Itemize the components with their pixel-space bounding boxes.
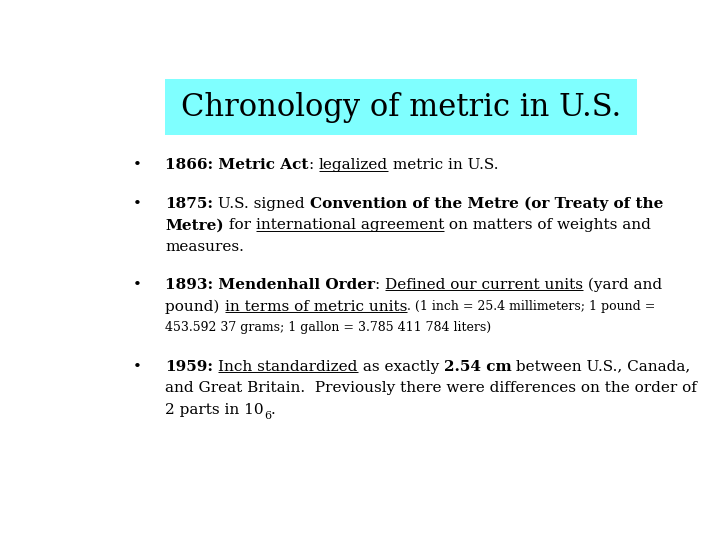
Text: and Great Britain.  Previously there were differences on the order of: and Great Britain. Previously there were… bbox=[166, 381, 697, 395]
Text: 1893: Mendenhall Order: 1893: Mendenhall Order bbox=[166, 278, 375, 292]
Text: •: • bbox=[133, 278, 142, 292]
Text: Chronology of metric in U.S.: Chronology of metric in U.S. bbox=[181, 92, 621, 123]
Text: 1875:: 1875: bbox=[166, 197, 213, 211]
Text: on matters of weights and: on matters of weights and bbox=[444, 218, 651, 232]
Text: 2.54 cm: 2.54 cm bbox=[444, 360, 511, 374]
Text: metric in U.S.: metric in U.S. bbox=[388, 158, 498, 172]
Text: in terms of metric units: in terms of metric units bbox=[225, 300, 407, 314]
Text: 453.592 37 grams; 1 gallon = 3.785 411 784 liters): 453.592 37 grams; 1 gallon = 3.785 411 7… bbox=[166, 321, 492, 334]
Text: international agreement: international agreement bbox=[256, 218, 444, 232]
Text: . (1 inch = 25.4 millimeters; 1 pound =: . (1 inch = 25.4 millimeters; 1 pound = bbox=[407, 300, 655, 313]
Text: :: : bbox=[309, 158, 319, 172]
Text: 2 parts in 10: 2 parts in 10 bbox=[166, 403, 264, 417]
Text: pound): pound) bbox=[166, 300, 225, 314]
Text: 1866: Metric Act: 1866: Metric Act bbox=[166, 158, 309, 172]
Text: legalized: legalized bbox=[319, 158, 388, 172]
Text: between U.S., Canada,: between U.S., Canada, bbox=[511, 360, 690, 374]
Text: Inch standardized: Inch standardized bbox=[218, 360, 358, 374]
Text: •: • bbox=[133, 360, 142, 374]
Text: as exactly: as exactly bbox=[358, 360, 444, 374]
Text: Metre): Metre) bbox=[166, 218, 224, 232]
Text: for: for bbox=[224, 218, 256, 232]
Text: •: • bbox=[133, 197, 142, 211]
Text: U.S. signed: U.S. signed bbox=[213, 197, 310, 211]
Text: measures.: measures. bbox=[166, 240, 244, 254]
Text: Convention of the Metre (or Treaty of the: Convention of the Metre (or Treaty of th… bbox=[310, 197, 663, 211]
Text: (yard and: (yard and bbox=[583, 278, 662, 293]
Text: 6: 6 bbox=[264, 411, 271, 421]
Text: :: : bbox=[375, 278, 385, 292]
Text: •: • bbox=[133, 158, 142, 172]
Text: Defined our current units: Defined our current units bbox=[385, 278, 583, 292]
Text: .: . bbox=[271, 403, 276, 417]
FancyBboxPatch shape bbox=[166, 79, 637, 136]
Text: 1959:: 1959: bbox=[166, 360, 213, 374]
